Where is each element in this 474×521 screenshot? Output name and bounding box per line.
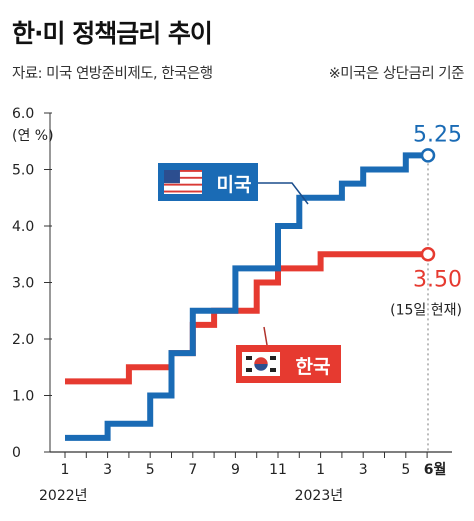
x-tick-label: 7 — [188, 462, 197, 478]
us-legend-pointer — [258, 182, 309, 205]
x-tick-label: 1 — [61, 462, 70, 478]
kr-end-value-label: 3.50 — [413, 267, 462, 292]
series-endpoint-us — [420, 148, 436, 163]
x-tick-label: 3 — [103, 462, 112, 478]
kr-flag-taegeuk-red — [254, 357, 268, 364]
kr-legend-box: 한국 — [236, 326, 341, 383]
x-year-label: 2022년 — [39, 488, 88, 504]
y-tick-label: 0 — [12, 445, 21, 461]
y-tick-label: 5.0 — [12, 163, 34, 179]
kr-flag-trigram — [270, 356, 276, 360]
kr-end-value-note: (15일 현재) — [390, 302, 462, 318]
kr-flag-trigram — [246, 368, 252, 372]
series-line-us — [65, 152, 428, 441]
us-flag-stripe — [164, 170, 202, 172]
x-tick-label: 6월 — [424, 461, 447, 478]
y-tick-label: 4.0 — [12, 219, 34, 235]
x-tick-label: 3 — [359, 462, 368, 478]
source-row: 자료: 미국 연방준비제도, 한국은행 ※미국은 상단금리 기준 — [12, 62, 465, 83]
series-endpoint-kr — [420, 247, 436, 262]
source-text: 자료: 미국 연방준비제도, 한국은행 — [12, 66, 213, 82]
us-flag-stripe — [164, 176, 202, 179]
x-tick-label: 5 — [146, 462, 155, 478]
us-legend-box: 미국 — [158, 163, 309, 205]
kr-flag-trigram — [270, 368, 276, 372]
note-text: ※미국은 상단금리 기준 — [328, 66, 465, 82]
series-line-kr — [65, 251, 428, 385]
x-tick-label: 11 — [269, 462, 287, 478]
x-tick-label: 9 — [231, 462, 240, 478]
us-flag-stripe — [164, 190, 202, 193]
us-end-value-label: 5.25 — [413, 122, 462, 147]
y-axis-unit-label: (연 %) — [12, 128, 54, 144]
x-tick-label: 1 — [316, 462, 325, 478]
x-tick-label: 5 — [401, 462, 410, 478]
y-tick-label: 3.0 — [12, 276, 34, 292]
kr-flag-trigram — [246, 356, 252, 360]
x-year-label: 2023년 — [295, 488, 344, 504]
y-tick-label: 6.0 — [12, 106, 34, 122]
y-tick-label: 2.0 — [12, 332, 34, 348]
y-tick-label: 1.0 — [12, 389, 34, 405]
us-flag-canton — [164, 170, 180, 184]
chart-title: 한·미 정책금리 추이 — [12, 19, 213, 48]
us-legend-label: 미국 — [217, 174, 252, 196]
kr-flag-taegeuk-blue — [254, 364, 268, 371]
kr-legend-label: 한국 — [296, 356, 331, 378]
us-flag-stripe — [164, 183, 202, 186]
